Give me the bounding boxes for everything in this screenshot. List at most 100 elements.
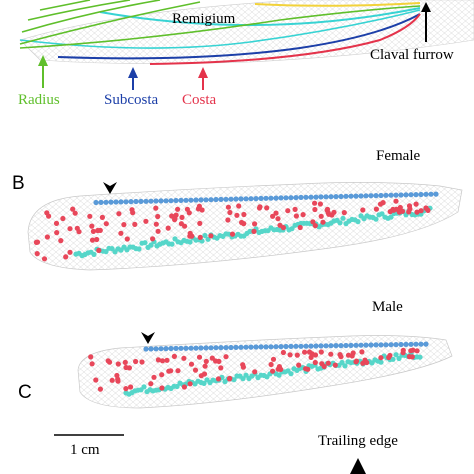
cyan-marker <box>417 354 423 360</box>
blue-marker <box>263 344 269 350</box>
panel-b-letter: B <box>12 173 25 194</box>
red-marker <box>251 228 257 234</box>
red-marker <box>109 377 115 383</box>
red-marker <box>128 384 134 390</box>
red-marker <box>197 234 203 240</box>
red-marker <box>391 207 397 213</box>
red-marker <box>97 386 103 392</box>
cyan-marker <box>388 214 394 220</box>
red-marker <box>159 385 165 391</box>
blue-marker <box>393 192 399 198</box>
blue-marker <box>323 194 329 200</box>
vein-radius <box>19 5 421 49</box>
red-marker <box>195 206 201 212</box>
blue-marker <box>253 344 259 350</box>
red-marker <box>350 350 356 356</box>
cyan-marker <box>289 226 295 232</box>
red-marker <box>227 209 233 216</box>
blue-marker <box>173 345 179 351</box>
blue-marker <box>403 192 409 198</box>
red-marker <box>407 206 413 212</box>
cyan-marker <box>240 376 246 382</box>
female-marker-arrowhead <box>103 182 117 194</box>
red-marker <box>328 351 334 357</box>
cyan-marker <box>339 359 345 366</box>
red-marker <box>413 201 419 207</box>
blue-marker <box>308 194 314 200</box>
cyan-marker <box>148 242 154 248</box>
blue-marker <box>433 191 439 197</box>
blue-marker <box>233 196 239 202</box>
red-marker <box>187 233 193 239</box>
blue-marker <box>263 195 269 201</box>
red-marker <box>268 361 274 368</box>
blue-marker <box>153 198 159 204</box>
blue-marker <box>268 344 274 350</box>
blue-marker <box>228 344 234 351</box>
red-marker <box>353 359 359 365</box>
blue-marker <box>173 197 179 204</box>
trailing-edge-label: Trailing edge <box>318 433 398 449</box>
red-marker <box>240 364 246 370</box>
blue-marker <box>288 343 294 349</box>
blue-marker <box>318 194 324 200</box>
red-marker <box>175 368 181 374</box>
blue-marker <box>373 342 379 348</box>
blue-marker <box>193 197 199 203</box>
blue-marker <box>143 198 149 204</box>
blue-marker <box>178 345 184 351</box>
blue-marker <box>118 199 124 205</box>
red-marker <box>115 361 121 367</box>
red-marker <box>318 349 324 355</box>
red-marker <box>393 198 399 204</box>
red-marker <box>202 363 208 369</box>
red-marker <box>88 354 94 360</box>
red-marker <box>94 236 100 243</box>
red-marker <box>105 358 111 364</box>
red-marker <box>172 217 178 223</box>
red-marker <box>46 213 52 219</box>
blue-marker <box>243 196 249 202</box>
red-marker <box>192 367 199 373</box>
red-marker <box>329 212 335 218</box>
red-marker <box>297 224 303 231</box>
cyan-marker <box>201 380 207 386</box>
blue-marker <box>98 199 104 205</box>
red-marker <box>273 210 279 216</box>
red-marker <box>74 225 80 231</box>
blue-marker <box>178 197 184 203</box>
red-marker <box>229 231 236 237</box>
cyan-marker <box>379 211 385 217</box>
red-marker <box>378 355 384 361</box>
blue-marker <box>213 196 219 203</box>
red-marker <box>409 354 415 360</box>
blue-marker <box>208 197 214 203</box>
red-marker <box>276 364 282 370</box>
blue-marker <box>138 198 144 204</box>
red-marker <box>312 206 318 213</box>
blue-marker <box>383 192 389 198</box>
blue-marker <box>143 346 149 352</box>
cyan-marker <box>378 359 384 365</box>
costa-label: Costa <box>182 92 217 108</box>
cyan-marker <box>342 363 348 369</box>
red-marker <box>123 386 129 392</box>
red-marker <box>252 369 258 375</box>
panel-c-letter: C <box>18 382 32 403</box>
blue-marker <box>328 194 334 200</box>
red-marker <box>179 214 185 220</box>
blue-marker <box>408 192 414 198</box>
red-marker <box>99 214 105 220</box>
red-marker <box>303 366 309 372</box>
blue-marker <box>283 343 289 350</box>
panel-b-wing <box>27 182 463 271</box>
blue-marker <box>238 196 244 202</box>
red-marker <box>241 211 247 218</box>
male-label: Male <box>372 299 403 315</box>
cyan-marker <box>231 377 237 383</box>
red-marker <box>280 349 286 356</box>
blue-marker <box>338 343 344 349</box>
red-marker <box>216 358 222 364</box>
blue-marker <box>313 194 319 200</box>
red-marker <box>226 376 233 382</box>
